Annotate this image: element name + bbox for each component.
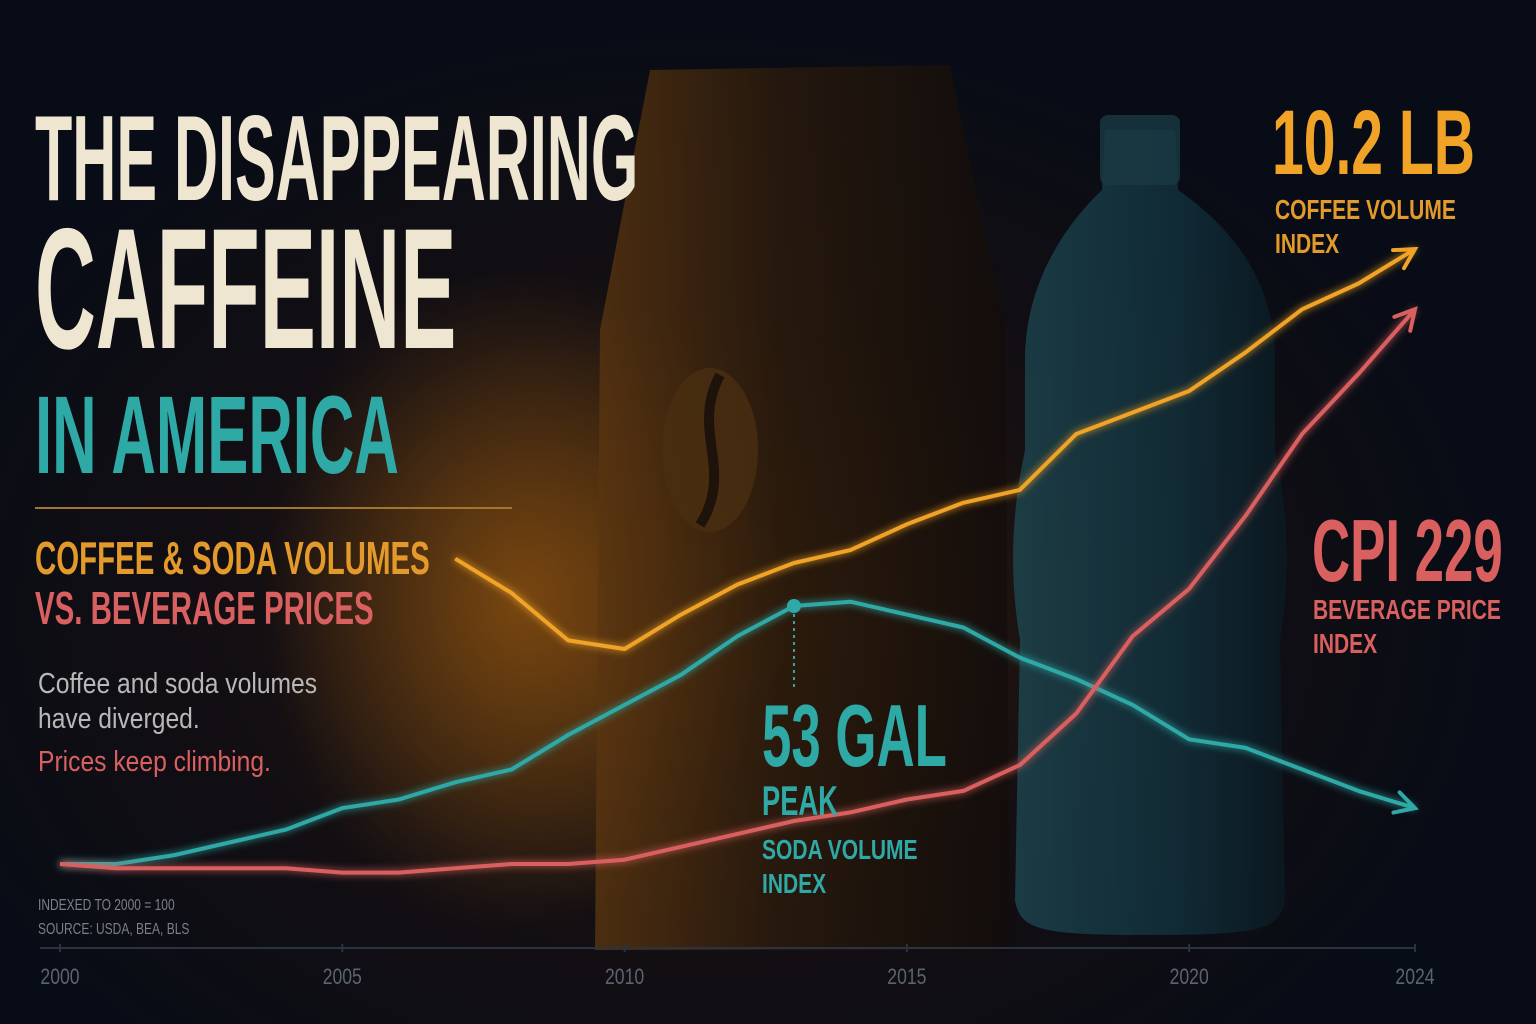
series-line xyxy=(59,307,1417,875)
soda-bottle xyxy=(1013,130,1287,935)
bottle-cap xyxy=(1100,115,1180,185)
series-label: SODA VOLUME INDEX xyxy=(762,834,918,899)
bean-crease xyxy=(695,372,725,528)
description: have diverged. xyxy=(38,703,200,735)
x-tick-label: 2005 xyxy=(323,965,362,989)
callout: 10.2 LB xyxy=(1272,92,1475,194)
arrowhead xyxy=(1391,790,1419,815)
title: CAFFEINE xyxy=(35,193,457,385)
callout-note: PEAK xyxy=(762,777,838,824)
coffee-bag xyxy=(595,65,1010,950)
series-line xyxy=(454,247,1417,651)
arrowhead xyxy=(1392,306,1418,333)
peak-marker xyxy=(786,599,801,613)
subtitle: COFFEE & SODA VOLUMES xyxy=(35,532,430,584)
description: Coffee and soda volumes xyxy=(38,668,318,700)
arrowhead xyxy=(1391,246,1419,271)
note: INDEXED TO 2000 = 100 xyxy=(38,897,175,914)
series-label: COFFEE VOLUME INDEX xyxy=(1275,194,1456,259)
x-tick-label: 2000 xyxy=(40,965,79,989)
callout: 53 GAL xyxy=(762,686,947,785)
title: IN AMERICA xyxy=(35,374,399,497)
title: THE DISAPPEARING xyxy=(35,90,639,226)
highlight: Prices keep climbing. xyxy=(38,746,271,778)
x-tick-label: 2020 xyxy=(1170,965,1209,989)
callout: CPI 229 xyxy=(1312,501,1503,600)
x-tick-label: 2015 xyxy=(887,965,926,989)
series-label: BEVERAGE PRICE INDEX xyxy=(1313,594,1501,659)
subtitle: VS. BEVERAGE PRICES xyxy=(35,582,374,634)
x-tick-label: 2010 xyxy=(605,965,644,989)
x-tick-label: 2024 xyxy=(1395,965,1434,989)
series-line xyxy=(60,599,1416,866)
note: SOURCE: USDA, BEA, BLS xyxy=(38,921,190,938)
